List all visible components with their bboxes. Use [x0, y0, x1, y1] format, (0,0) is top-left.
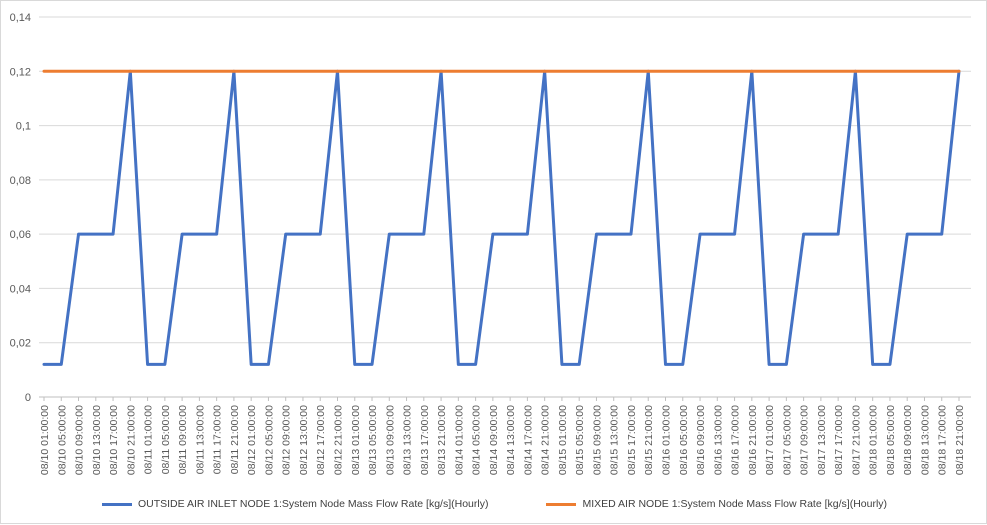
- x-tick-label: 08/18 05:00:00: [885, 405, 897, 475]
- x-tick-label: 08/12 17:00:00: [315, 405, 327, 475]
- legend-item-outside-air: OUTSIDE AIR INLET NODE 1:System Node Mas…: [101, 498, 489, 510]
- x-tick-label: 08/11 05:00:00: [160, 405, 172, 474]
- x-tick-label: 08/11 17:00:00: [212, 405, 224, 474]
- y-tick-label: 0,08: [10, 175, 31, 187]
- x-tick-label: 08/10 05:00:00: [56, 405, 68, 475]
- y-tick-label: 0,14: [10, 12, 31, 24]
- legend-swatch-outside-air: [101, 502, 132, 506]
- x-tick-label: 08/14 09:00:00: [488, 405, 500, 475]
- x-tick-label: 08/14 05:00:00: [471, 405, 483, 475]
- x-tick-label: 08/15 09:00:00: [591, 405, 603, 475]
- x-tick-label: 08/18 17:00:00: [937, 405, 949, 475]
- x-tick-label: 08/17 21:00:00: [850, 405, 862, 475]
- x-tick-label: 08/12 01:00:00: [246, 405, 258, 475]
- x-tick-label: 08/11 21:00:00: [229, 405, 241, 474]
- legend: OUTSIDE AIR INLET NODE 1:System Node Mas…: [1, 493, 987, 515]
- x-tick-label: 08/17 01:00:00: [764, 405, 776, 475]
- x-tick-label: 08/13 21:00:00: [436, 405, 448, 475]
- y-tick-label: 0,12: [10, 66, 31, 78]
- y-tick-label: 0,04: [10, 283, 31, 295]
- x-tick-label: 08/14 21:00:00: [540, 405, 552, 475]
- x-tick-label: 08/16 13:00:00: [712, 405, 724, 475]
- x-tick-label: 08/10 17:00:00: [108, 405, 120, 475]
- series-line-outside-air: [42, 69, 961, 366]
- x-tick-label: 08/13 17:00:00: [419, 405, 431, 475]
- legend-item-mixed-air: MIXED AIR NODE 1:System Node Mass Flow R…: [546, 498, 887, 510]
- x-tick-label: 08/11 09:00:00: [177, 405, 189, 474]
- x-tick-label: 08/15 21:00:00: [643, 405, 655, 475]
- x-tick-label: 08/13 01:00:00: [350, 405, 362, 475]
- x-tick-label: 08/17 17:00:00: [833, 405, 845, 475]
- x-tick-label: 08/15 05:00:00: [574, 405, 586, 475]
- x-tick-label: 08/18 21:00:00: [954, 405, 966, 475]
- x-tick-label: 08/12 05:00:00: [263, 405, 275, 475]
- x-tick-label: 08/18 01:00:00: [868, 405, 880, 475]
- x-tick-label: 08/18 13:00:00: [919, 405, 931, 475]
- x-tick-label: 08/12 13:00:00: [298, 405, 310, 475]
- y-tick-label: 0,02: [10, 338, 31, 350]
- x-tick-label: 08/13 05:00:00: [367, 405, 379, 475]
- x-tick-label: 08/16 09:00:00: [695, 405, 707, 475]
- x-tick-label: 08/12 09:00:00: [281, 405, 293, 475]
- x-tick-label: 08/18 09:00:00: [902, 405, 914, 475]
- legend-swatch-mixed-air: [546, 502, 577, 506]
- x-tick-label: 08/15 13:00:00: [609, 405, 621, 475]
- x-tick-label: 08/17 09:00:00: [799, 405, 811, 475]
- x-tick-label: 08/11 13:00:00: [194, 405, 206, 474]
- x-tick-label: 08/15 17:00:00: [626, 405, 638, 475]
- x-tick-label: 08/10 21:00:00: [125, 405, 137, 475]
- x-tick-label: 08/13 13:00:00: [402, 405, 414, 475]
- y-tick-label: 0,06: [10, 229, 31, 241]
- x-tick-label: 08/15 01:00:00: [557, 405, 569, 475]
- x-tick-label: 08/17 13:00:00: [816, 405, 828, 475]
- legend-label-outside-air: OUTSIDE AIR INLET NODE 1:System Node Mas…: [137, 498, 489, 510]
- y-tick-label: 0,1: [16, 121, 31, 133]
- x-tick-label: 08/16 17:00:00: [730, 405, 742, 475]
- y-tick-label: 0: [25, 392, 31, 404]
- x-tick-label: 08/14 17:00:00: [522, 405, 534, 475]
- x-tick-label: 08/14 13:00:00: [505, 405, 517, 475]
- x-tick-label: 08/13 09:00:00: [384, 405, 396, 475]
- x-tick-label: 08/16 01:00:00: [661, 405, 673, 475]
- x-tick-label: 08/11 01:00:00: [143, 405, 155, 474]
- x-tick-label: 08/14 01:00:00: [453, 405, 465, 475]
- x-tick-label: 08/10 09:00:00: [74, 405, 86, 475]
- x-tick-label: 08/10 01:00:00: [39, 405, 51, 475]
- x-tick-label: 08/16 21:00:00: [747, 405, 759, 475]
- legend-label-mixed-air: MIXED AIR NODE 1:System Node Mass Flow R…: [582, 498, 888, 510]
- x-tick-label: 08/10 13:00:00: [91, 405, 103, 475]
- x-tick-label: 08/12 21:00:00: [332, 405, 344, 475]
- x-tick-label: 08/16 05:00:00: [678, 405, 690, 475]
- x-tick-label: 08/17 05:00:00: [781, 405, 793, 475]
